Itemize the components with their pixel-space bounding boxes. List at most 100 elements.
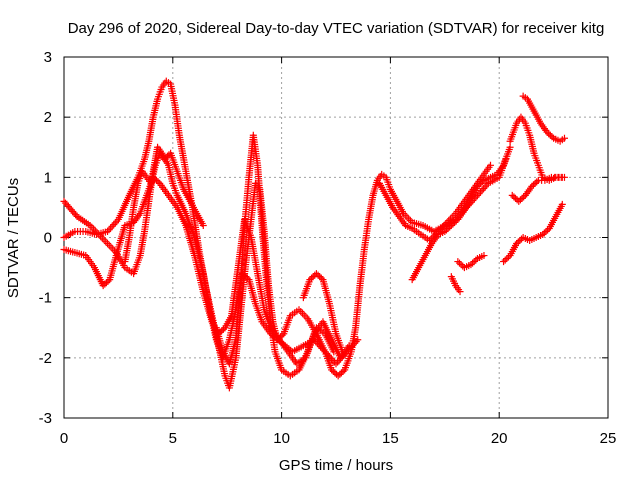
- data-point: [540, 229, 548, 237]
- data-point: [452, 217, 460, 225]
- data-point: [300, 311, 308, 319]
- data-point: [504, 253, 512, 261]
- series-arc-6: [299, 270, 347, 356]
- data-point: [500, 258, 508, 266]
- data-point: [528, 182, 536, 190]
- series-arc-3: [60, 173, 353, 368]
- data-point: [316, 273, 324, 281]
- data-point: [314, 271, 322, 279]
- data-point: [473, 191, 481, 199]
- y-tick-label: 2: [44, 109, 52, 126]
- data-point: [560, 173, 568, 181]
- data-point: [154, 178, 162, 186]
- data-point: [543, 128, 551, 136]
- data-point: [508, 191, 516, 199]
- data-point: [529, 181, 537, 189]
- series-arc-11: [500, 200, 566, 266]
- x-tick-label: 25: [600, 430, 617, 447]
- data-point: [329, 367, 337, 375]
- data-point: [520, 193, 528, 201]
- data-point: [331, 369, 339, 377]
- data-point: [328, 366, 336, 374]
- data-point: [510, 193, 518, 201]
- data-point: [332, 360, 340, 368]
- data-point: [334, 372, 342, 380]
- data-point: [512, 194, 520, 202]
- data-point: [518, 194, 526, 202]
- data-point: [467, 261, 475, 269]
- data-point: [560, 134, 568, 142]
- data-point: [478, 186, 486, 194]
- data-point: [199, 221, 207, 229]
- y-tick-label: -1: [39, 290, 52, 307]
- data-point: [99, 282, 107, 290]
- data-point: [481, 183, 489, 191]
- data-point: [218, 327, 226, 335]
- data-point: [472, 256, 480, 264]
- data-point: [546, 131, 554, 139]
- x-axis-label: GPS time / hours: [279, 457, 393, 474]
- y-tick-label: -2: [39, 350, 52, 367]
- data-point: [486, 161, 494, 169]
- x-tick-labels: 0 5 10 15 20 25: [60, 430, 617, 447]
- data-point: [110, 221, 118, 229]
- chart-title: Day 296 of 2020, Sidereal Day-to-day VTE…: [68, 20, 605, 37]
- data-point: [506, 143, 514, 151]
- data-point: [317, 274, 325, 282]
- data-point: [514, 238, 522, 246]
- data-point: [111, 219, 119, 227]
- data-point: [469, 259, 477, 267]
- data-point: [545, 130, 553, 138]
- data-point: [442, 226, 450, 234]
- data-point: [336, 370, 344, 378]
- data-point: [483, 181, 491, 189]
- data-point: [339, 348, 347, 356]
- data-point: [456, 288, 464, 296]
- data-point: [160, 155, 168, 163]
- series-arc-8: [376, 161, 494, 245]
- data-point: [446, 223, 454, 231]
- y-axis-label: SDTVAR / TECUs: [5, 178, 22, 298]
- series-arc-4: [212, 131, 338, 380]
- data-point: [515, 197, 523, 205]
- data-point: [98, 234, 106, 242]
- data-point: [88, 223, 96, 231]
- data-point: [102, 279, 110, 287]
- series-arc-9: [447, 273, 464, 296]
- data-point: [107, 243, 115, 251]
- data-point: [475, 190, 483, 198]
- data-point: [516, 196, 524, 204]
- y-tick-labels: 3 2 1 0 -1 -2 -3: [39, 49, 52, 427]
- data-point: [337, 369, 345, 377]
- data-point: [102, 238, 110, 246]
- x-tick-label: 0: [60, 430, 68, 447]
- x-tick-label: 20: [491, 430, 508, 447]
- series-arc-10: [454, 252, 488, 272]
- series-arc-12: [506, 113, 566, 184]
- data-point: [104, 240, 112, 248]
- data-point: [113, 217, 121, 225]
- data-point: [558, 200, 566, 208]
- data-point: [449, 220, 457, 228]
- data-point: [548, 133, 556, 141]
- data-point: [297, 308, 305, 316]
- data-point: [163, 152, 171, 160]
- y-tick-label: 3: [44, 49, 52, 66]
- data-point: [104, 277, 112, 285]
- data-point: [345, 342, 353, 350]
- data-point: [72, 211, 80, 219]
- data-point: [457, 261, 465, 269]
- data-point: [513, 240, 521, 248]
- data-point: [501, 256, 509, 264]
- data-point: [309, 273, 317, 281]
- data-point: [531, 179, 539, 187]
- series-arc-14: [519, 92, 568, 145]
- data-point: [339, 367, 347, 375]
- data-point: [152, 176, 160, 184]
- data-point: [312, 270, 320, 278]
- data-point: [330, 348, 338, 356]
- data-point: [447, 221, 455, 229]
- data-point: [444, 224, 452, 232]
- data-point: [480, 185, 488, 193]
